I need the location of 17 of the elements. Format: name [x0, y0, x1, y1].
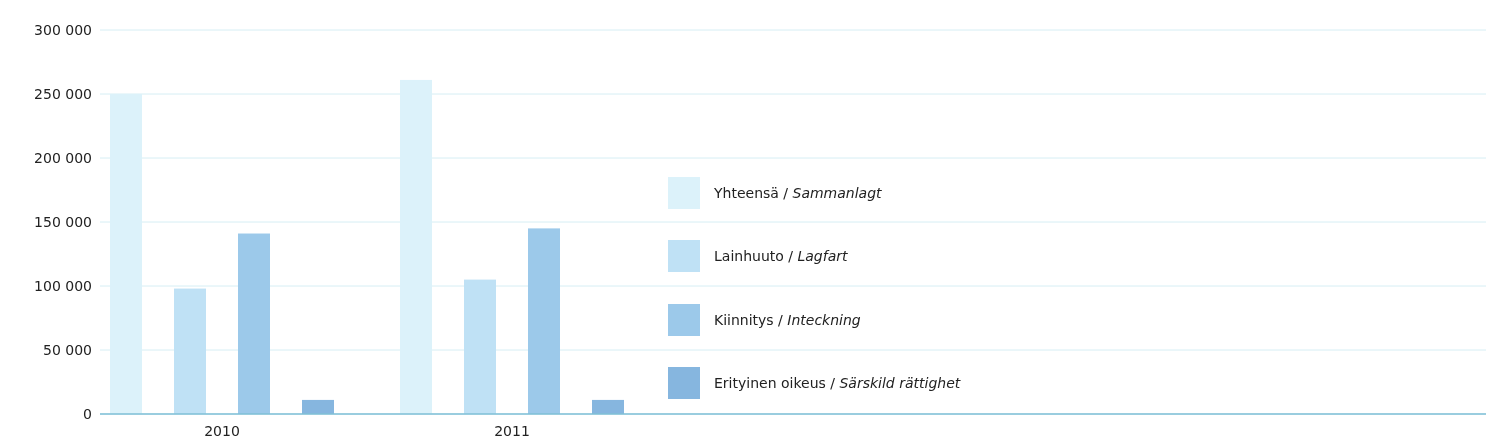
y-tick-label: 300 000 — [34, 22, 92, 38]
y-tick-label: 0 — [83, 406, 92, 422]
legend-label: Erityinen oikeus / Särskild rättighet — [714, 375, 961, 391]
y-tick-label: 200 000 — [34, 150, 92, 166]
y-tick-label: 100 000 — [34, 278, 92, 294]
legend-label: Yhteensä / Sammanlagt — [713, 185, 883, 201]
x-tick-label: 2010 — [204, 423, 240, 439]
y-tick-label: 150 000 — [34, 214, 92, 230]
bar — [174, 288, 206, 414]
y-tick-label: 50 000 — [43, 342, 92, 358]
x-tick-label: 2011 — [494, 423, 530, 439]
y-tick-label: 250 000 — [34, 86, 92, 102]
bar — [528, 228, 560, 414]
bar — [238, 233, 270, 414]
bar — [464, 279, 496, 414]
legend-label: Lainhuuto / Lagfart — [714, 248, 848, 264]
legend-label: Kiinnitys / Inteckning — [714, 312, 861, 328]
